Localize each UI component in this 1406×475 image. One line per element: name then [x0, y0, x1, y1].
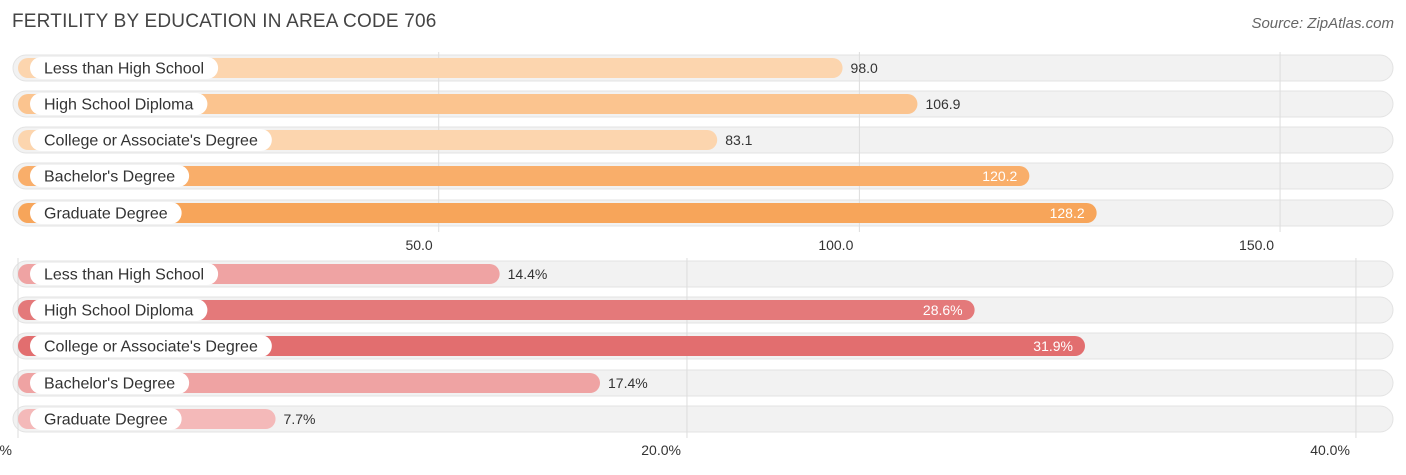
category-label: Bachelor's Degree [44, 169, 175, 186]
value-label: 31.9% [1033, 338, 1073, 354]
value-label: 28.6% [923, 302, 963, 318]
category-label: Graduate Degree [44, 206, 168, 223]
value-label: 128.2 [1050, 205, 1085, 221]
category-label: College or Associate's Degree [44, 133, 258, 150]
category-label: High School Diploma [44, 303, 194, 320]
chart-title: FERTILITY BY EDUCATION IN AREA CODE 706 [12, 11, 437, 32]
tick-label: 40.0% [1310, 442, 1350, 458]
value-label: 120.2 [982, 168, 1017, 184]
category-label-pill [30, 93, 208, 115]
source-credit: Source: ZipAtlas.com [1251, 15, 1394, 32]
category-label-pill [30, 57, 219, 79]
category-label: Less than High School [44, 267, 204, 284]
category-label-pill [30, 263, 219, 285]
category-label: Graduate Degree [44, 412, 168, 429]
category-label-pill [30, 408, 182, 430]
row-track [12, 405, 1394, 433]
chart-fertility-percent: Less than High School 14.4% High School Di… [0, 258, 1394, 458]
tick-label: 100.0 [818, 237, 853, 253]
tick-label: 150.0 [1239, 237, 1274, 253]
value-label: 7.7% [284, 411, 316, 427]
category-label-pill [30, 335, 272, 357]
bar [18, 336, 1085, 356]
category-label-pill [30, 299, 208, 321]
category-label: High School Diploma [44, 97, 194, 114]
bar [18, 58, 843, 78]
category-label-pill [30, 129, 272, 151]
value-label: 106.9 [925, 96, 960, 112]
value-label: 17.4% [608, 375, 648, 391]
category-label: Less than High School [44, 61, 204, 78]
bar [18, 94, 918, 114]
tick-label: 50.0 [405, 237, 432, 253]
category-label-pill [30, 372, 190, 394]
category-label: College or Associate's Degree [44, 339, 258, 356]
chart-fertility-rate: Less than High School 98.0 High School Dip… [12, 52, 1394, 253]
category-label-pill [30, 202, 182, 224]
category-label-pill [30, 165, 190, 187]
value-label: 14.4% [508, 266, 548, 282]
value-label: 98.0 [851, 60, 878, 76]
bar [18, 203, 1097, 223]
tick-label: 0.0% [0, 442, 12, 458]
tick-label: 20.0% [641, 442, 681, 458]
category-label: Bachelor's Degree [44, 376, 175, 393]
bar [18, 166, 1030, 186]
bar [18, 300, 975, 320]
value-label: 83.1 [725, 132, 752, 148]
